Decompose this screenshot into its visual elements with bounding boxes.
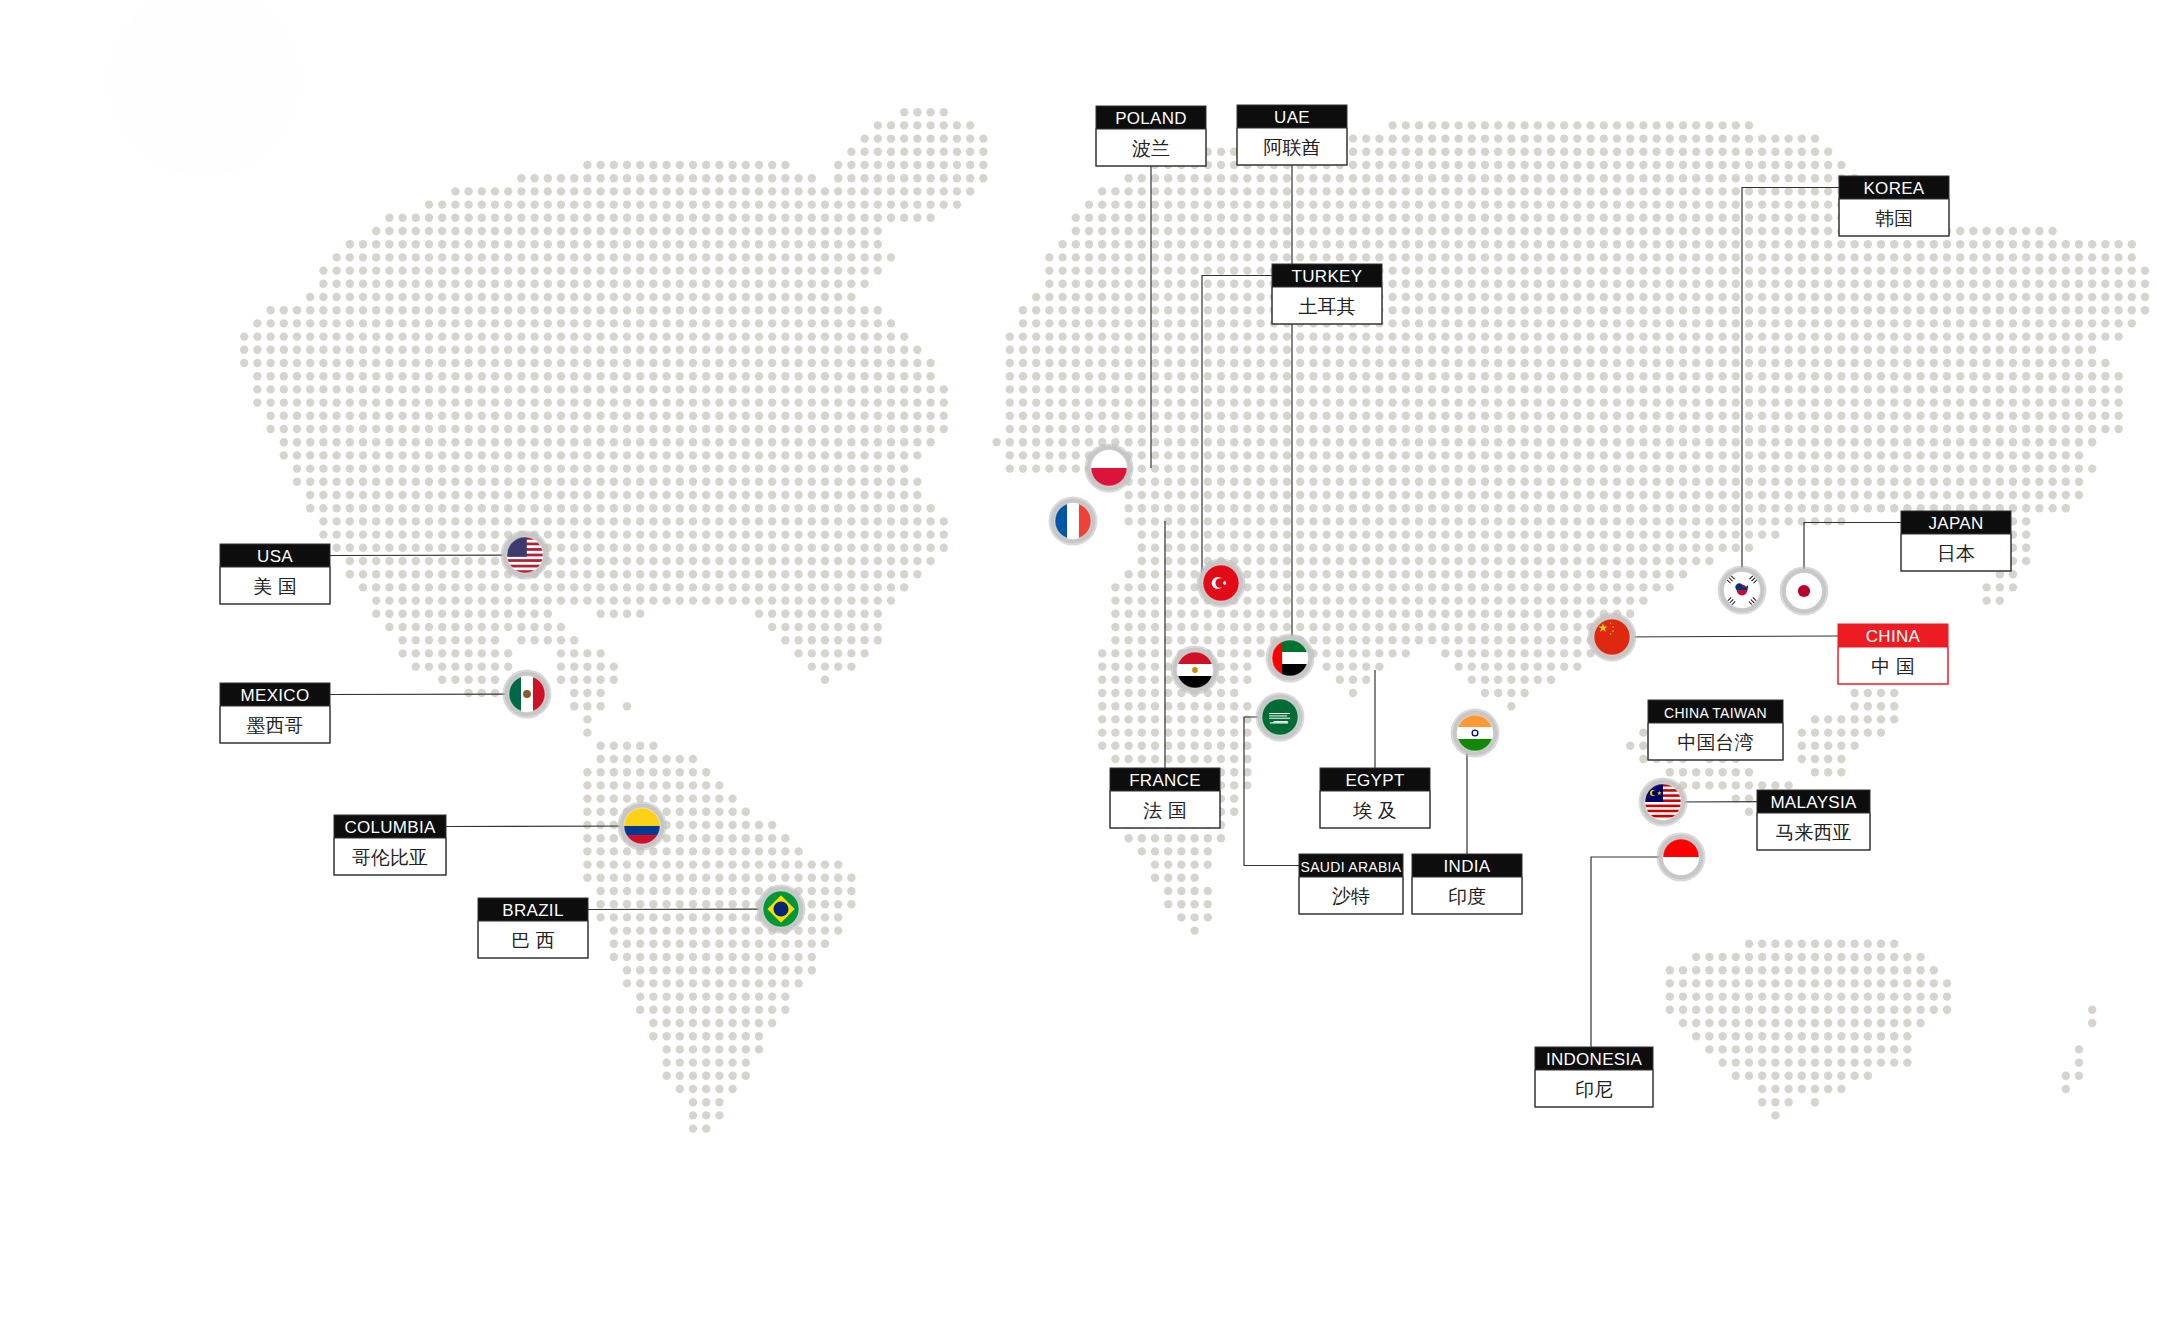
svg-text:哥伦比亚: 哥伦比亚 — [352, 847, 428, 868]
svg-text:阿联酋: 阿联酋 — [1264, 137, 1321, 158]
svg-text:MALAYSIA: MALAYSIA — [1770, 793, 1857, 812]
svg-text:中国台湾: 中国台湾 — [1678, 732, 1754, 753]
svg-text:JAPAN: JAPAN — [1928, 514, 1983, 533]
svg-text:CHINA: CHINA — [1866, 627, 1921, 646]
svg-text:墨西哥: 墨西哥 — [247, 715, 304, 736]
svg-text:韩国: 韩国 — [1875, 208, 1913, 229]
svg-text:法 国: 法 国 — [1143, 800, 1186, 821]
svg-text:SAUDI ARABIA: SAUDI ARABIA — [1301, 859, 1402, 875]
svg-text:USA: USA — [257, 547, 293, 566]
svg-text:日本: 日本 — [1937, 543, 1975, 564]
svg-text:EGYPT: EGYPT — [1345, 771, 1404, 790]
svg-text:巴 西: 巴 西 — [511, 930, 554, 951]
svg-text:BRAZIL: BRAZIL — [502, 901, 563, 920]
svg-text:印度: 印度 — [1448, 886, 1486, 907]
svg-text:美 国: 美 国 — [253, 576, 296, 597]
svg-text:FRANCE: FRANCE — [1129, 771, 1201, 790]
svg-text:POLAND: POLAND — [1115, 109, 1187, 128]
svg-text:CHINA TAIWAN: CHINA TAIWAN — [1664, 705, 1767, 721]
svg-text:MEXICO: MEXICO — [241, 686, 310, 705]
svg-text:埃 及: 埃 及 — [1352, 800, 1396, 821]
svg-text:波兰: 波兰 — [1132, 138, 1170, 159]
svg-text:UAE: UAE — [1274, 108, 1310, 127]
svg-text:TURKEY: TURKEY — [1292, 267, 1363, 286]
svg-text:中 国: 中 国 — [1871, 656, 1914, 677]
svg-text:COLUMBIA: COLUMBIA — [344, 818, 436, 837]
svg-text:INDIA: INDIA — [1444, 857, 1491, 876]
svg-text:KOREA: KOREA — [1863, 179, 1924, 198]
svg-text:印尼: 印尼 — [1575, 1079, 1613, 1100]
svg-text:沙特: 沙特 — [1332, 886, 1370, 907]
svg-text:INDONESIA: INDONESIA — [1546, 1050, 1643, 1069]
svg-text:土耳其: 土耳其 — [1299, 296, 1356, 317]
svg-text:马来西亚: 马来西亚 — [1776, 822, 1852, 843]
